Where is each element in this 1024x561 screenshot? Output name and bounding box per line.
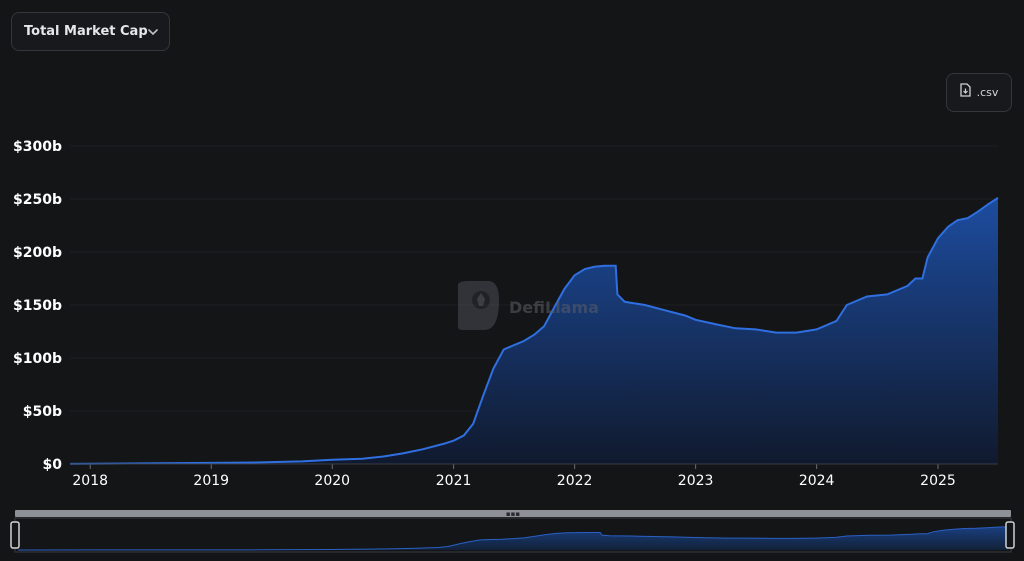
x-axis: 2018 2019 2020 2021 2022 2023 2024 2025 (72, 464, 956, 489)
y-tick-label: $100b (13, 351, 62, 367)
x-tick-label: 2024 (799, 473, 835, 489)
y-tick-label: $0 (43, 457, 63, 473)
csv-button-label: .csv (976, 86, 999, 99)
market-cap-line (69, 197, 999, 465)
x-tick-label: 2019 (193, 473, 229, 489)
chevron-down-icon (147, 26, 158, 38)
watermark: DefiLlama (458, 281, 599, 330)
y-tick-label: $200b (13, 245, 62, 261)
metric-select[interactable]: Total Market Cap (11, 12, 170, 51)
x-tick-label: 2022 (557, 473, 593, 489)
range-handle-left (10, 521, 20, 549)
x-tick-label: 2021 (436, 473, 472, 489)
y-tick-label: $50b (23, 404, 62, 420)
y-tick-label: $250b (13, 192, 62, 208)
y-tick-label: $300b (13, 139, 62, 155)
watermark-text: DefiLlama (509, 298, 599, 317)
x-tick-label: 2025 (920, 473, 956, 489)
range-handle-right (1005, 521, 1015, 549)
mini-chart-line (18, 526, 1009, 551)
y-axis: $0 $50b $100b $150b $200b $250b $300b (13, 139, 62, 473)
drag-grip-icon: ▪▪▪ (506, 510, 520, 518)
range-navigator[interactable]: ▪▪▪ (10, 510, 1015, 553)
csv-download-button[interactable]: .csv (946, 73, 1012, 112)
range-scrollbar (15, 510, 1011, 517)
llama-logo-icon (458, 281, 499, 330)
y-tick-label: $150b (13, 298, 62, 314)
x-tick-label: 2023 (678, 473, 714, 489)
mini-chart-area (18, 526, 1008, 550)
x-tick-label: 2020 (314, 473, 350, 489)
x-tick-label: 2018 (72, 473, 108, 489)
market-cap-area (70, 197, 998, 464)
file-download-icon (959, 83, 971, 102)
metric-select-label: Total Market Cap (24, 24, 148, 39)
